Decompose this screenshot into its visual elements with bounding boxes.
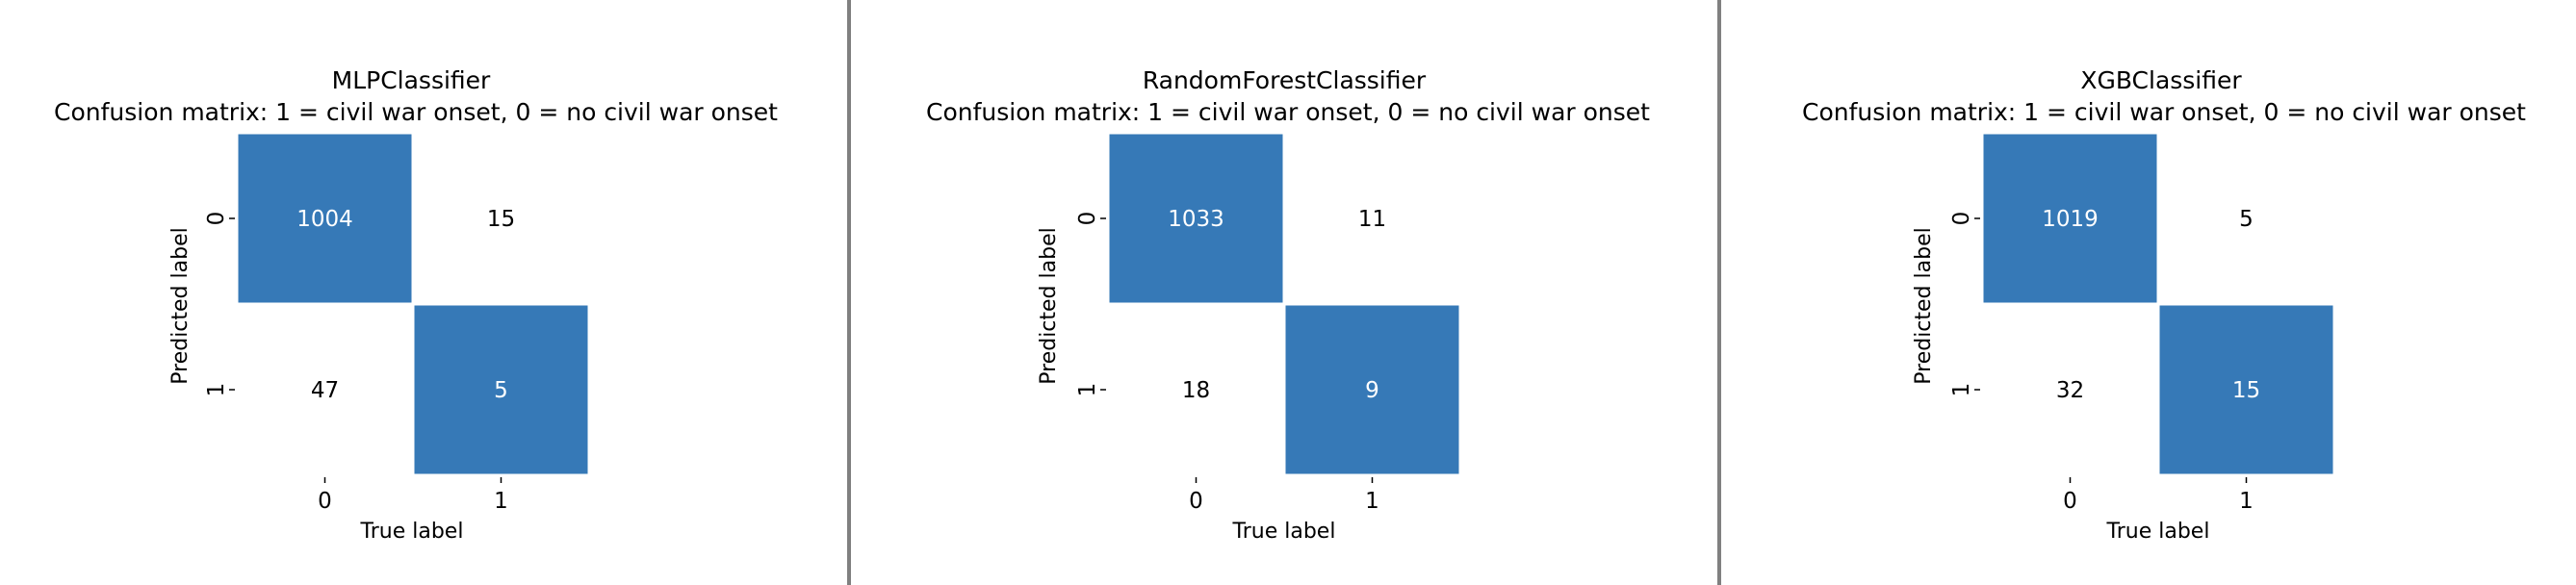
cell-value-label: 15 bbox=[487, 207, 515, 232]
chart-subtitle: Confusion matrix: 1 = civil war onset, 0… bbox=[1802, 98, 2526, 126]
y-axis-label: Predicted label bbox=[1037, 227, 1061, 384]
chart-title: XGBClassifier bbox=[2080, 66, 2242, 94]
chart-title: MLPClassifier bbox=[332, 66, 491, 94]
y-tick-label: 0 bbox=[204, 212, 229, 226]
x-tick-label: 1 bbox=[494, 489, 508, 514]
x-tick-label: 1 bbox=[2239, 489, 2254, 514]
cell-value-label: 5 bbox=[494, 378, 508, 403]
heatmap-cell bbox=[1106, 131, 1286, 306]
chart-subtitle: Confusion matrix: 1 = civil war onset, 0… bbox=[54, 98, 778, 126]
x-tick-label: 0 bbox=[318, 489, 332, 514]
cell-value-label: 1019 bbox=[2042, 207, 2099, 232]
cell-value-label: 1033 bbox=[1168, 207, 1224, 232]
heatmap-cells: 1033 11 18 9 bbox=[1106, 131, 1462, 477]
x-tick-label: 1 bbox=[1365, 489, 1379, 514]
heatmap-cell bbox=[411, 302, 591, 477]
x-axis-label: True label bbox=[2106, 520, 2210, 544]
heatmap-cell bbox=[1106, 302, 1286, 477]
cell-value-label: 1004 bbox=[296, 207, 353, 232]
chart-panel-mlp: MLPClassifier Confusion matrix: 1 = civi… bbox=[0, 0, 847, 585]
y-tick-label: 1 bbox=[1075, 383, 1100, 397]
chart-panel-xgb: XGBClassifier Confusion matrix: 1 = civi… bbox=[1721, 0, 2576, 585]
y-axis: 01 bbox=[204, 212, 235, 397]
cell-value-label: 5 bbox=[2239, 207, 2254, 232]
y-axis-label: Predicted label bbox=[1912, 227, 1936, 384]
heatmap-cell bbox=[235, 302, 415, 477]
x-tick-label: 0 bbox=[2063, 489, 2077, 514]
y-axis-label: Predicted label bbox=[168, 227, 193, 384]
y-tick-label: 0 bbox=[1949, 212, 1974, 226]
x-axis-label: True label bbox=[360, 520, 464, 544]
cell-value-label: 15 bbox=[2232, 378, 2260, 403]
confusion-matrix-chart: XGBClassifier Confusion matrix: 1 = civi… bbox=[1802, 66, 2526, 544]
cell-value-label: 9 bbox=[1365, 378, 1379, 403]
chart-title: RandomForestClassifier bbox=[1143, 66, 1427, 94]
y-axis: 01 bbox=[1075, 212, 1106, 397]
cell-value-label: 47 bbox=[311, 378, 339, 403]
heatmap-cell bbox=[1980, 302, 2160, 477]
confusion-matrix-chart: RandomForestClassifier Confusion matrix:… bbox=[926, 66, 1650, 544]
heatmap-cells: 1019 5 32 15 bbox=[1980, 131, 2336, 477]
cell-value-label: 32 bbox=[2056, 378, 2084, 403]
y-tick-label: 0 bbox=[1075, 212, 1100, 226]
heatmap-cells: 1004 15 47 5 bbox=[235, 131, 591, 477]
heatmap-cell bbox=[2156, 302, 2336, 477]
heatmap-cell bbox=[235, 131, 415, 306]
x-tick-label: 0 bbox=[1189, 489, 1203, 514]
y-tick-label: 1 bbox=[204, 383, 229, 397]
confusion-matrix-chart: MLPClassifier Confusion matrix: 1 = civi… bbox=[54, 66, 778, 544]
chart-subtitle: Confusion matrix: 1 = civil war onset, 0… bbox=[926, 98, 1650, 126]
y-axis: 01 bbox=[1949, 212, 1980, 397]
cell-value-label: 18 bbox=[1182, 378, 1210, 403]
chart-panel-random-forest: RandomForestClassifier Confusion matrix:… bbox=[851, 0, 1717, 585]
panel-divider bbox=[1717, 0, 1721, 585]
heatmap-cell bbox=[411, 131, 591, 306]
heatmap-cell bbox=[1282, 302, 1462, 477]
x-axis-label: True label bbox=[1232, 520, 1336, 544]
y-tick-label: 1 bbox=[1949, 383, 1974, 397]
cell-value-label: 11 bbox=[1358, 207, 1386, 232]
heatmap-cell bbox=[2156, 131, 2336, 306]
panel-divider bbox=[847, 0, 851, 585]
